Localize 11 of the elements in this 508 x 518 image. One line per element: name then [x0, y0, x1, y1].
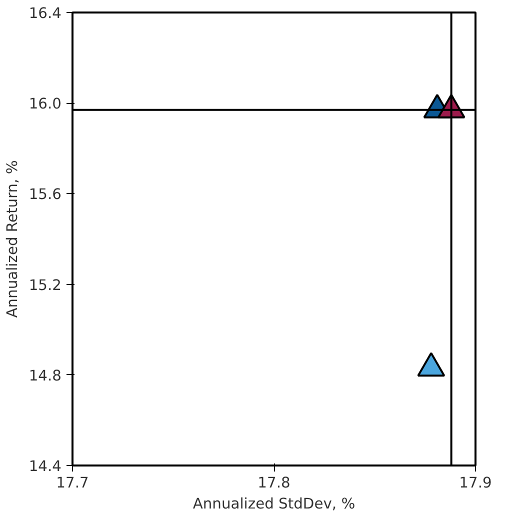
- x-axis-title: Annualized StdDev, %: [192, 496, 356, 512]
- y-tick-label: 16.0: [28, 96, 62, 113]
- x-tick-label: 17.7: [56, 474, 89, 492]
- y-tick-label: 14.8: [28, 367, 62, 384]
- y-tick-label: 15.6: [28, 186, 62, 204]
- y-axis-title: Annualized Return, %: [4, 160, 21, 318]
- y-tick-label: 16.4: [28, 5, 62, 22]
- x-tick-label: 17.9: [459, 474, 492, 492]
- x-tick-label: 17.8: [258, 474, 290, 492]
- y-tick-label: 15.2: [28, 276, 62, 294]
- y-tick-label: 14.4: [28, 458, 62, 475]
